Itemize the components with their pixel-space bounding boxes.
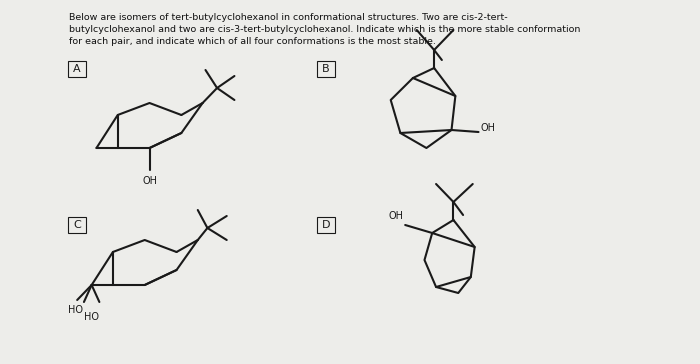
Text: OH: OH xyxy=(480,123,496,133)
FancyBboxPatch shape xyxy=(69,217,86,233)
Text: A: A xyxy=(74,64,81,74)
Text: Below are isomers of tert-butylcyclohexanol in conformational structures. Two ar: Below are isomers of tert-butylcyclohexa… xyxy=(69,13,581,46)
Text: OH: OH xyxy=(143,176,158,186)
Text: D: D xyxy=(322,220,330,230)
Text: HO: HO xyxy=(84,312,99,322)
FancyBboxPatch shape xyxy=(317,217,335,233)
Text: HO: HO xyxy=(67,305,83,315)
FancyBboxPatch shape xyxy=(69,61,86,77)
Text: C: C xyxy=(74,220,81,230)
Text: B: B xyxy=(322,64,330,74)
Text: OH: OH xyxy=(389,211,403,221)
FancyBboxPatch shape xyxy=(317,61,335,77)
